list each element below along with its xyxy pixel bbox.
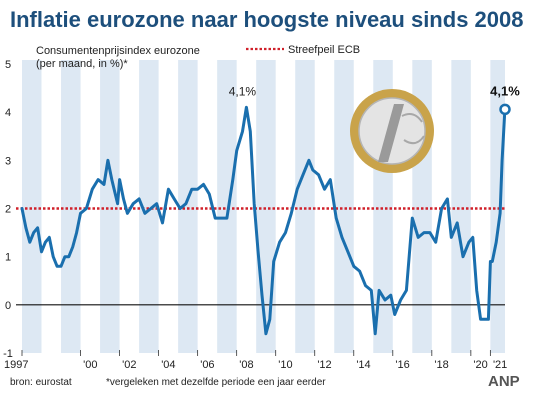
year-band <box>295 60 315 353</box>
y-tick-label: -1 <box>3 348 13 360</box>
year-band <box>490 60 505 353</box>
annotations: 4,1% 4,1% <box>229 83 520 116</box>
year-band <box>334 60 354 353</box>
source-note: bron: eurostat <box>10 377 72 388</box>
year-band <box>22 60 42 353</box>
chart-title: Inflatie eurozone naar hoogste niveau si… <box>10 7 523 32</box>
year-band <box>100 60 120 353</box>
footnote: *vergeleken met dezelfde periode een jaa… <box>106 377 326 388</box>
peak-2008-label: 4,1% <box>229 84 257 98</box>
x-tick-label: 1997 <box>4 359 28 371</box>
euro-coin-illustration <box>350 89 434 173</box>
y-tick-label: 3 <box>5 155 11 167</box>
x-tick-label: '20 <box>473 359 487 371</box>
coin-map-lines <box>401 113 425 145</box>
year-band <box>451 60 471 353</box>
chart-subtitle-line-1: Consumentenprijsindex eurozone <box>36 45 200 57</box>
y-axis-ticks: 5 4 3 2 1 0 -1 <box>3 59 13 360</box>
y-tick-label: 4 <box>5 107 11 119</box>
year-band <box>61 60 81 353</box>
x-tick-label: '00 <box>83 359 97 371</box>
ecb-legend-label: Streefpeil ECB <box>288 44 360 56</box>
year-band <box>217 60 237 353</box>
year-band <box>139 60 159 353</box>
latest-value-label: 4,1% <box>490 83 520 98</box>
x-tick-label: '04 <box>161 359 175 371</box>
x-tick-label: '06 <box>200 359 214 371</box>
chart-subtitle-line-2: (per maand, in %)* <box>36 58 128 70</box>
y-tick-label: 5 <box>5 59 11 71</box>
x-axis-ticks: 1997 '00 '02 '04 '06 '08 '10 '12 '14 '16 '18 '20 '21 <box>4 350 507 371</box>
y-tick-label: 1 <box>5 252 11 264</box>
year-band <box>178 60 198 353</box>
latest-point-marker <box>499 103 511 116</box>
anp-logo: ANP <box>488 373 520 390</box>
year-band <box>256 60 276 353</box>
x-tick-label: '02 <box>122 359 136 371</box>
x-tick-label: '12 <box>317 359 331 371</box>
series-line-inflation <box>20 105 507 336</box>
x-tick-label: '14 <box>356 359 370 371</box>
x-tick-label: '16 <box>395 359 409 371</box>
x-tick-label: '18 <box>434 359 448 371</box>
x-tick-label: '10 <box>278 359 292 371</box>
coin-numeral <box>378 104 404 162</box>
y-tick-label: 2 <box>5 204 11 216</box>
y-tick-label: 0 <box>5 300 11 312</box>
x-tick-label: '21 <box>493 359 507 371</box>
x-tick-label: '08 <box>239 359 253 371</box>
